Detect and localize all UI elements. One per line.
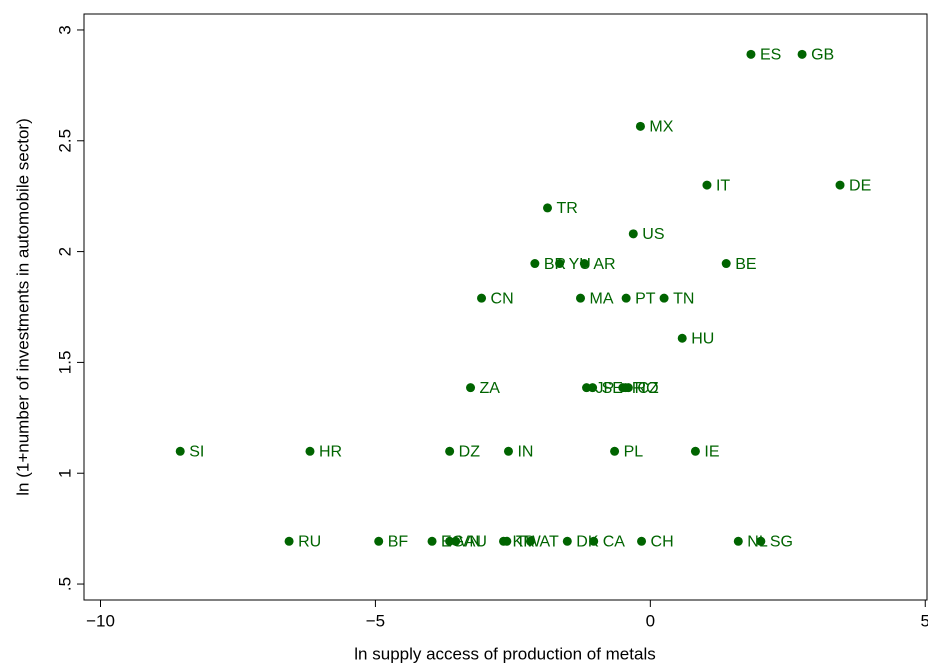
point: [621, 293, 631, 303]
point: [721, 259, 731, 269]
point: [305, 446, 315, 456]
point-label: DZ: [459, 444, 481, 461]
point: [610, 446, 620, 456]
x-axis-label: ln supply access of production of metals: [354, 644, 655, 663]
point-label: TN: [673, 290, 694, 307]
point-label: HR: [319, 444, 342, 461]
point-label: AR: [593, 256, 615, 273]
point: [733, 536, 743, 546]
point-label: SI: [189, 444, 204, 461]
y-tick-label: 2: [55, 247, 74, 256]
point: [659, 293, 669, 303]
point-label: VN: [459, 533, 481, 550]
y-tick-label: 1.5: [55, 351, 74, 375]
x-tick-label: 5: [921, 611, 928, 630]
point: [588, 383, 598, 393]
point-label: MA: [590, 290, 614, 307]
point: [477, 293, 487, 303]
y-tick-label: 3: [55, 25, 74, 34]
point-label: US: [642, 226, 664, 243]
point: [445, 446, 455, 456]
point-label: RU: [298, 533, 321, 550]
point-label: SE: [602, 380, 623, 397]
point: [451, 536, 461, 546]
point-label: AT: [539, 533, 558, 550]
point-label: FI: [632, 380, 646, 397]
point: [579, 259, 589, 269]
point: [466, 383, 476, 393]
point-label: IN: [517, 444, 533, 461]
point-label: CZ: [637, 380, 659, 397]
point-label: DE: [849, 177, 871, 194]
point-label: PL: [624, 444, 644, 461]
point: [555, 259, 565, 269]
point: [284, 536, 294, 546]
point-label: GB: [811, 47, 834, 64]
x-tick-label: −10: [86, 611, 115, 630]
point-label: IT: [716, 177, 730, 194]
point: [543, 203, 553, 213]
y-tick-label: .5: [55, 577, 74, 591]
point: [374, 536, 384, 546]
point-label: CH: [651, 533, 674, 550]
point-label: AU: [465, 533, 487, 550]
plot-frame: [83, 13, 928, 601]
x-tick-label: −5: [366, 611, 385, 630]
point-label: PT: [635, 290, 656, 307]
point-label: BF: [388, 533, 409, 550]
point: [628, 229, 638, 239]
y-tick-label: 1: [55, 468, 74, 477]
point: [576, 293, 586, 303]
point: [756, 536, 766, 546]
point: [690, 446, 700, 456]
point-label: HU: [691, 330, 714, 347]
y-axis-label: ln (1+number of investments in automobil…: [13, 118, 32, 496]
point: [502, 536, 512, 546]
point: [835, 180, 845, 190]
point: [623, 383, 633, 393]
x-tick-label: 0: [646, 611, 655, 630]
point-label: IE: [704, 444, 719, 461]
point: [797, 49, 807, 59]
point: [562, 536, 572, 546]
point: [530, 259, 540, 269]
point: [525, 536, 535, 546]
point-label: CA: [603, 533, 626, 550]
y-tick-label: 2.5: [55, 129, 74, 153]
point-label: ES: [760, 47, 781, 64]
point-label: SG: [770, 533, 793, 550]
point-label: BE: [735, 256, 756, 273]
point: [427, 536, 437, 546]
point: [635, 121, 645, 131]
point-label: ZA: [480, 380, 501, 397]
point: [702, 180, 712, 190]
point: [677, 333, 687, 343]
point: [746, 49, 756, 59]
point: [589, 536, 599, 546]
point: [175, 446, 185, 456]
point-label: MX: [649, 119, 673, 136]
point-label: CN: [491, 290, 514, 307]
point-label: RO: [635, 380, 659, 397]
point: [503, 446, 513, 456]
point-label: JP: [596, 380, 615, 397]
point: [637, 536, 647, 546]
point-label: TR: [557, 200, 578, 217]
